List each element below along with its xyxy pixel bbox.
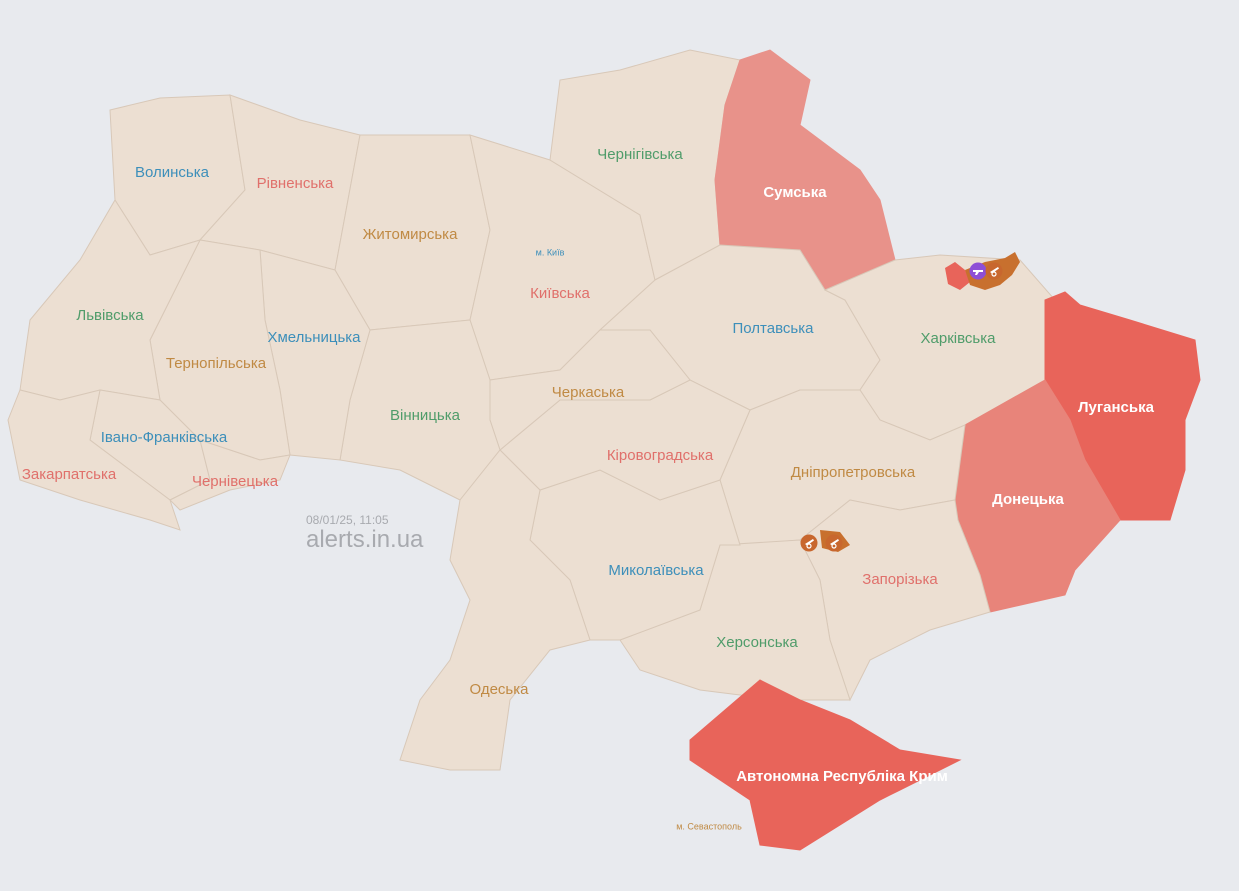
artillery-icon[interactable] bbox=[825, 534, 843, 552]
region-label-kirovohrad: Кіровоградська bbox=[607, 447, 714, 464]
artillery-icon[interactable] bbox=[985, 262, 1003, 280]
region-label-volyn: Волинська bbox=[135, 164, 210, 181]
region-label-zaporizhzhia: Запорізька bbox=[862, 571, 938, 588]
region-label-chernihiv: Чернігівська bbox=[597, 146, 683, 163]
site-watermark: alerts.in.ua bbox=[306, 526, 424, 553]
region-chernivtsi[interactable] bbox=[169, 439, 291, 511]
region-label-sumy: Сумська bbox=[763, 184, 827, 201]
small-arms-icon[interactable] bbox=[969, 262, 987, 280]
city-label-kyiv-city: м. Київ bbox=[536, 247, 565, 257]
region-label-dnipro: Дніпропетровська bbox=[791, 464, 916, 481]
region-label-vinnytsia: Вінницька bbox=[390, 407, 461, 424]
region-label-crimea: Автономна Республіка Крим bbox=[736, 768, 948, 785]
region-label-chernivtsi: Чернівецька bbox=[192, 473, 279, 490]
region-odesa[interactable] bbox=[399, 449, 591, 771]
region-label-odesa: Одеська bbox=[470, 681, 530, 698]
region-label-kharkiv: Харківська bbox=[921, 330, 997, 347]
region-label-lviv: Львівська bbox=[76, 307, 144, 324]
region-label-ternopil: Тернопільська bbox=[166, 355, 267, 372]
hromada-alert-kharkiv-west[interactable] bbox=[945, 262, 970, 290]
map-stamp: 08/01/25, 11:05 alerts.in.ua bbox=[306, 513, 423, 553]
region-label-ivano-frankivsk: Івано-Франківська bbox=[101, 429, 228, 446]
region-crimea[interactable] bbox=[689, 679, 962, 851]
region-label-kyivska: Київська bbox=[530, 285, 590, 302]
region-label-luhansk: Луганська bbox=[1078, 399, 1155, 416]
region-label-donetsk: Донецька bbox=[992, 491, 1064, 508]
timestamp: 08/01/25, 11:05 bbox=[306, 513, 389, 527]
region-label-poltava: Полтавська bbox=[733, 320, 815, 337]
region-label-khmelnytskyi: Хмельницька bbox=[267, 329, 361, 346]
region-label-kherson: Херсонська bbox=[716, 634, 798, 651]
city-label-sevastopol: м. Севастополь bbox=[676, 821, 742, 831]
region-label-zhytomyr: Житомирська bbox=[363, 226, 459, 243]
region-label-cherkasy: Черкаська bbox=[552, 384, 625, 401]
region-label-mykolaiv: Миколаївська bbox=[608, 562, 704, 579]
artillery-icon[interactable] bbox=[800, 534, 818, 552]
region-label-zakarpattia: Закарпатська bbox=[22, 466, 117, 483]
region-label-rivne: Рівненська bbox=[257, 175, 334, 192]
region-zakarpattia[interactable] bbox=[7, 389, 181, 531]
